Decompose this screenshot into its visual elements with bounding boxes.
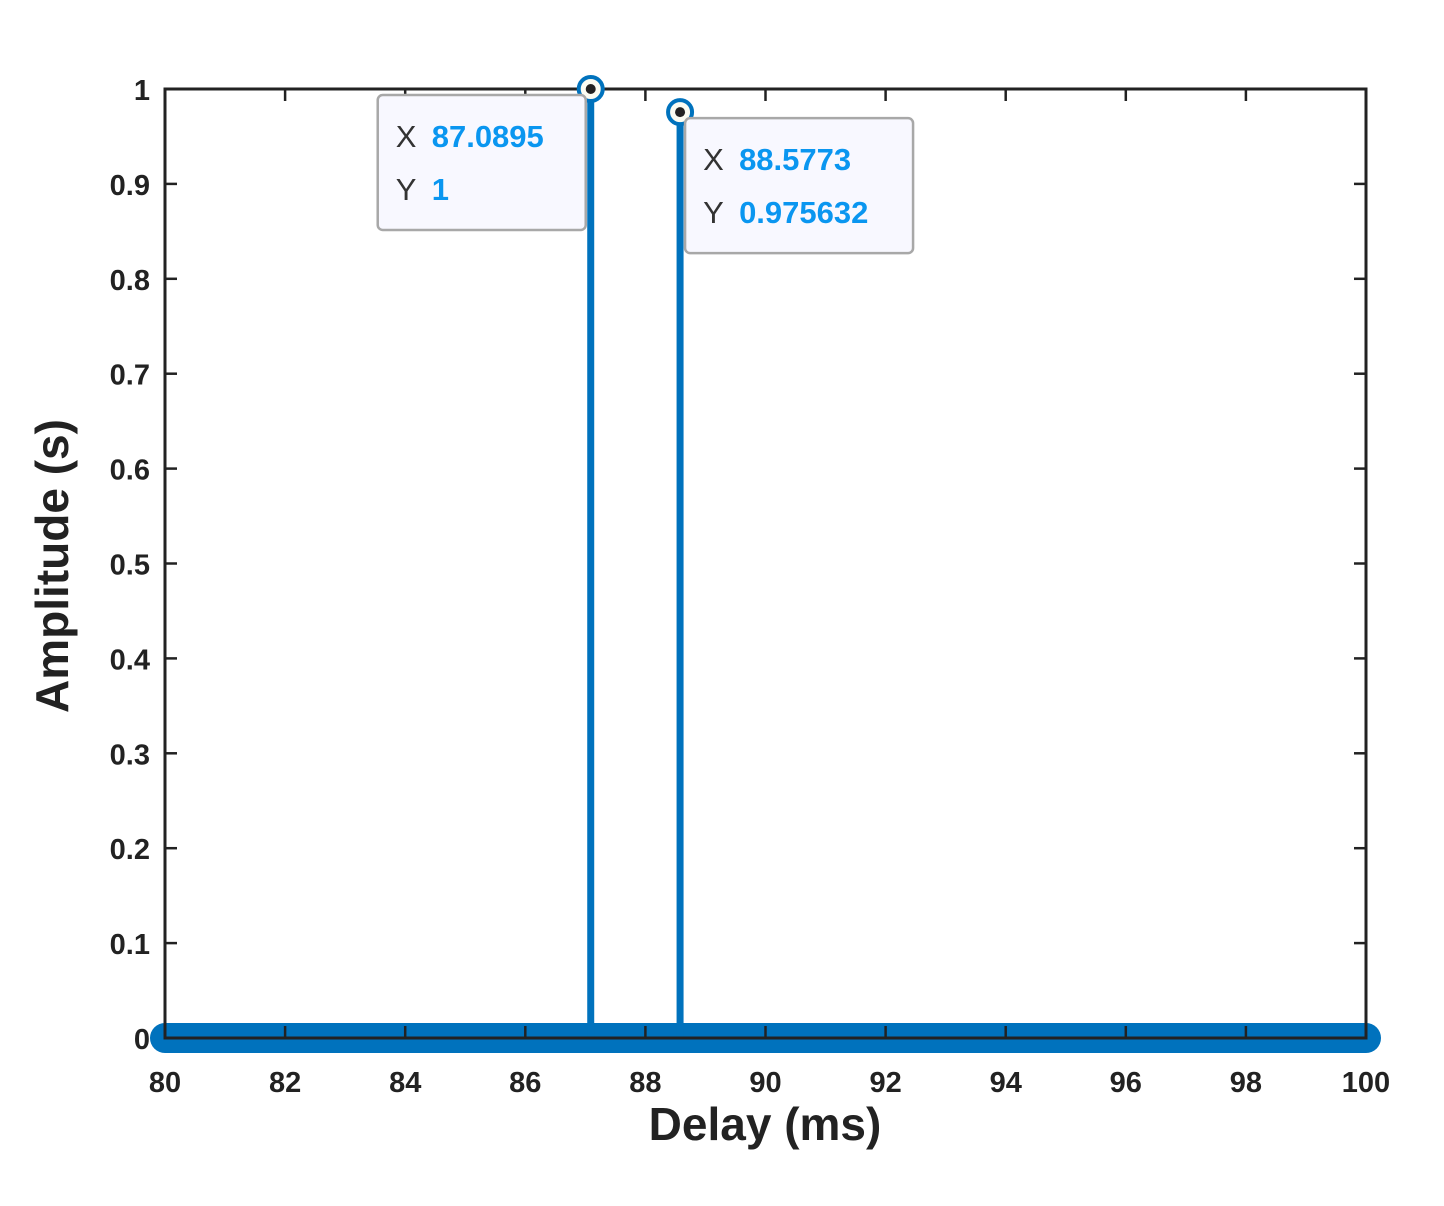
datatip-box xyxy=(376,93,587,232)
x-tick-label: 94 xyxy=(990,1067,1022,1099)
y-tick-label: 0 xyxy=(134,1024,150,1056)
y-tick-label: 0.6 xyxy=(110,455,150,487)
y-tick-label: 1 xyxy=(134,75,150,107)
y-tick-label: 0.1 xyxy=(110,929,150,961)
datatip-y-value: 0.975632 xyxy=(739,195,868,230)
datatip-y-value: 1 xyxy=(432,172,449,207)
x-tick-label: 88 xyxy=(629,1067,661,1099)
datatip-marker-dot xyxy=(585,84,596,94)
datatip-marker-dot xyxy=(675,107,686,118)
x-tick-label: 92 xyxy=(869,1067,901,1099)
axis-ticks: 80 82 84 86 88 90 92 94 96 98 100 0 0.1 0.2 0.3 0.4 0.5 0… xyxy=(110,75,1391,1099)
x-tick-label: 90 xyxy=(749,1067,781,1099)
x-tick-label: 98 xyxy=(1230,1067,1262,1099)
datatip-markers xyxy=(576,75,695,127)
datatip-box xyxy=(683,116,915,255)
datatip-x-key: X xyxy=(703,142,724,177)
datatip-1: X 87.0895 Y 1 xyxy=(376,93,587,232)
x-axis-label: Delay (ms) xyxy=(649,1098,882,1150)
datatip-y-key: Y xyxy=(703,195,724,230)
datatip-x-value: 88.5773 xyxy=(739,142,851,177)
datatip-2: X 88.5773 Y 0.975632 xyxy=(683,116,915,255)
y-tick-label: 0.9 xyxy=(110,170,150,202)
y-tick-label: 0.3 xyxy=(110,739,150,771)
datatip-x-key: X xyxy=(396,119,417,154)
datatip-x-value: 87.0895 xyxy=(432,119,544,154)
y-tick-label: 0.4 xyxy=(110,644,150,676)
stems xyxy=(587,89,684,1038)
x-tick-label: 86 xyxy=(509,1067,541,1099)
y-tick-label: 0.7 xyxy=(110,360,150,392)
y-tick-label: 0.5 xyxy=(110,550,150,582)
x-tick-label: 82 xyxy=(269,1067,301,1099)
datatip-y-key: Y xyxy=(396,172,417,207)
x-tick-label: 80 xyxy=(149,1067,181,1099)
x-tick-label: 96 xyxy=(1110,1067,1142,1099)
x-tick-label: 100 xyxy=(1342,1067,1390,1099)
y-tick-label: 0.2 xyxy=(110,834,150,866)
x-tick-label: 84 xyxy=(389,1067,421,1099)
y-axis-label: Amplitude (s) xyxy=(26,419,78,713)
y-tick-label: 0.8 xyxy=(110,265,150,297)
